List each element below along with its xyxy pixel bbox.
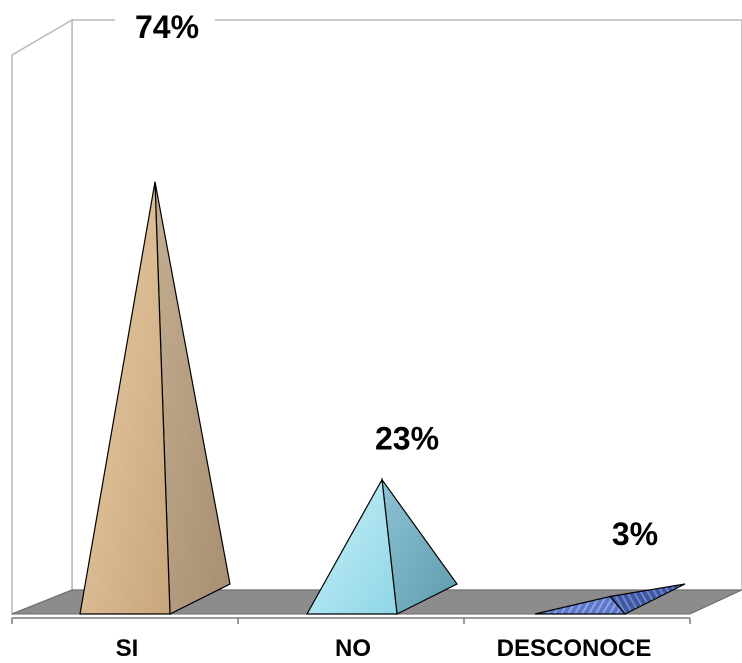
pyramid-no-front-face — [305, 477, 398, 615]
pyramid-si — [79, 181, 231, 615]
pyramid-desconoce — [534, 583, 686, 615]
pyramid-desconoce-front-face — [534, 595, 627, 615]
category-label-si: SI — [116, 635, 139, 662]
data-label-no: 23% — [375, 421, 439, 457]
category-label-desconoce: DESCONOCE — [497, 635, 652, 662]
chart-side-wall — [11, 18, 73, 616]
category-label-no: NO — [335, 635, 371, 662]
category-axis-ticks — [11, 618, 691, 624]
data-labels: 74% 23% 3% — [115, 6, 658, 552]
data-label-si-background — [115, 6, 215, 48]
pyramid-si-front-face — [79, 181, 171, 615]
pyramid-no — [305, 477, 458, 615]
pyramid-series — [79, 181, 686, 615]
data-label-desconoce: 3% — [612, 516, 658, 552]
data-label-si: 74% — [135, 9, 199, 45]
category-labels: SI NO DESCONOCE — [116, 635, 652, 662]
